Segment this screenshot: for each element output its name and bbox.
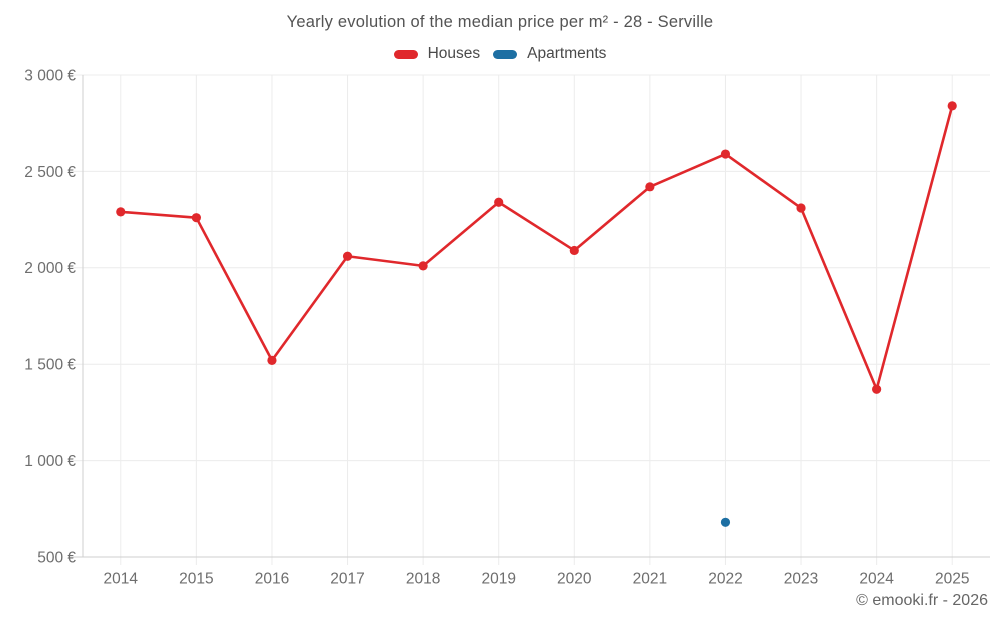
y-axis-label: 1 000 € [24,453,76,470]
y-axis-label: 3 000 € [24,67,76,84]
x-axis-label: 2019 [481,570,515,587]
x-axis-label: 2018 [406,570,440,587]
data-point-apartments-2022[interactable] [720,517,731,527]
x-axis-label: 2023 [784,570,818,587]
data-point-houses-2014[interactable] [116,207,126,217]
data-point-houses-2025[interactable] [947,101,957,111]
data-point-houses-2021[interactable] [645,182,655,192]
x-axis-label: 2021 [633,570,667,587]
x-axis-label: 2022 [708,570,742,587]
data-point-houses-2015[interactable] [191,213,201,223]
legend-label-houses: Houses [427,45,481,62]
chart-legend: Houses Apartments [0,45,1000,63]
data-point-houses-2018[interactable] [418,261,428,271]
chart-title: Yearly evolution of the median price per… [286,13,714,31]
data-point-houses-2016[interactable] [267,355,277,365]
legend-item-apartments[interactable]: Apartments [493,45,606,63]
copyright-text: © emooki.fr - 2026 [856,592,988,609]
legend-swatch-apartments [493,49,518,59]
x-axis-label: 2016 [255,570,289,587]
data-point-houses-2024[interactable] [872,384,882,394]
data-point-houses-2022[interactable] [720,149,731,159]
x-axis-label: 2015 [179,570,213,587]
data-point-houses-2020[interactable] [569,245,579,256]
x-axis-label: 2020 [557,570,592,587]
data-point-houses-2023[interactable] [796,203,806,213]
y-axis-label: 2 500 € [24,164,76,181]
legend-label-apartments: Apartments [527,45,607,62]
data-point-houses-2017[interactable] [342,251,353,261]
data-point-houses-2019[interactable] [494,197,504,207]
series-line-houses [119,104,954,391]
legend-swatch-houses [393,49,418,59]
y-axis-label: 1 500 € [24,357,76,374]
x-axis-label: 2017 [330,570,364,587]
legend-item-houses[interactable]: Houses [393,45,481,63]
x-axis-label: 2014 [104,570,139,587]
y-axis-label: 2 000 € [24,260,76,277]
x-axis-label: 2024 [859,570,894,587]
y-axis-label: 500 € [37,549,76,566]
x-axis-label: 2025 [935,570,969,587]
